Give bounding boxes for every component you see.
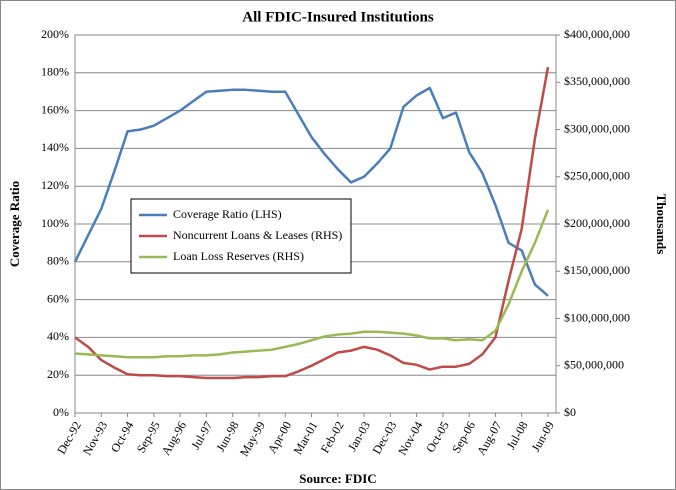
y-tick-label: 80% [47, 254, 69, 268]
y-tick-label: 40% [47, 329, 69, 343]
legend-label: Noncurrent Loans & Leases (RHS) [173, 228, 342, 242]
y2-tick-label: $300,000,000 [564, 121, 630, 135]
y2-tick-label: $250,000,000 [564, 169, 630, 183]
y2-tick-label: $350,000,000 [564, 74, 630, 88]
plot-frame [74, 34, 557, 414]
y-tick-label: 100% [41, 216, 69, 230]
y2-tick-label: $50,000,000 [564, 358, 624, 372]
series-line [73, 86, 549, 297]
y-tick-label: 0% [53, 405, 69, 419]
source-note: Source: FDIC [299, 471, 376, 486]
series-line [74, 209, 550, 359]
y2-tick-label: $200,000,000 [564, 216, 630, 230]
y-tick-label: 140% [41, 140, 69, 154]
legend-label: Loan Loss Reserves (RHS) [173, 249, 304, 263]
y-tick-label: 20% [47, 367, 69, 381]
chart-title: All FDIC-Insured Institutions [242, 9, 434, 25]
y-tick-label: 60% [47, 291, 69, 305]
y-tick-label: 120% [41, 178, 69, 192]
y2-tick-label: $100,000,000 [564, 310, 630, 324]
y2-axis-title: Thousands [654, 194, 669, 255]
y2-tick-label: $150,000,000 [564, 263, 630, 277]
legend-box [130, 198, 352, 274]
series-line [74, 66, 550, 380]
y-tick-label: 180% [41, 65, 69, 79]
y-tick-label: 160% [41, 102, 69, 116]
y-tick-label: 200% [41, 27, 69, 41]
y2-tick-label: $400,000,000 [564, 27, 630, 41]
y2-tick-label: $0 [564, 405, 576, 419]
legend-label: Coverage Ratio (LHS) [173, 207, 282, 221]
y-axis-title: Coverage Ratio [7, 181, 22, 267]
